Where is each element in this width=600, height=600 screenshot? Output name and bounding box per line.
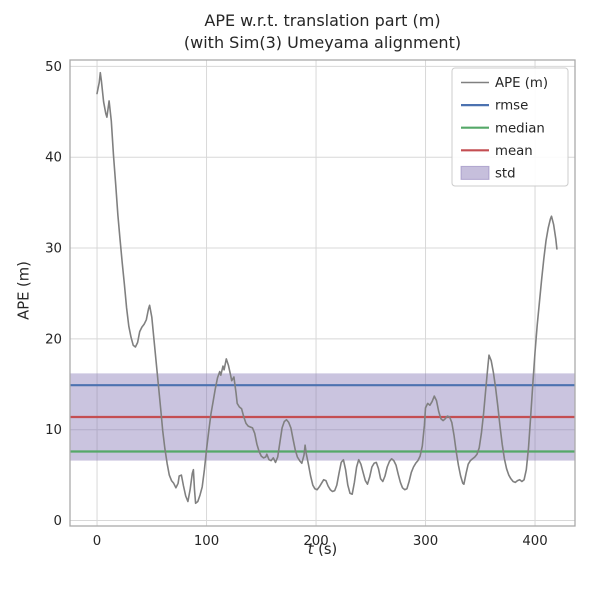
x-tick-label: 200 xyxy=(303,534,328,549)
y-tick-label: 50 xyxy=(45,60,62,75)
y-axis-label: APE (m) xyxy=(15,261,33,320)
legend-sample-patch xyxy=(460,165,490,180)
chart-title: APE w.r.t. translation part (m) (with Si… xyxy=(70,10,575,54)
legend-label: median xyxy=(495,121,545,136)
x-tick-label: 100 xyxy=(194,534,219,549)
chart-title-line-2: (with Sim(3) Umeyama alignment) xyxy=(183,33,462,53)
x-tick-label: 400 xyxy=(522,534,547,549)
axes-frame xyxy=(69,59,576,527)
y-tick-label: 0 xyxy=(54,514,62,529)
legend: APE (m) rmse median mean std xyxy=(451,67,569,187)
x-tick-label: 0 xyxy=(93,534,101,549)
legend-label: mean xyxy=(495,144,533,159)
ape-series-line xyxy=(96,71,558,505)
y-tick-label: 20 xyxy=(45,332,62,347)
legend-label: APE (m) xyxy=(495,76,548,91)
legend-box xyxy=(451,67,569,187)
x-tick-label: 300 xyxy=(413,534,438,549)
legend-label: std xyxy=(495,167,516,182)
y-tick-label: 30 xyxy=(45,242,62,257)
legend-label: rmse xyxy=(495,99,528,114)
y-tick-label: 10 xyxy=(45,423,62,438)
x-axis-label: t (s) xyxy=(307,541,338,558)
y-tick-label: 40 xyxy=(45,151,62,166)
chart-title-line-1: APE w.r.t. translation part (m) xyxy=(204,11,441,30)
